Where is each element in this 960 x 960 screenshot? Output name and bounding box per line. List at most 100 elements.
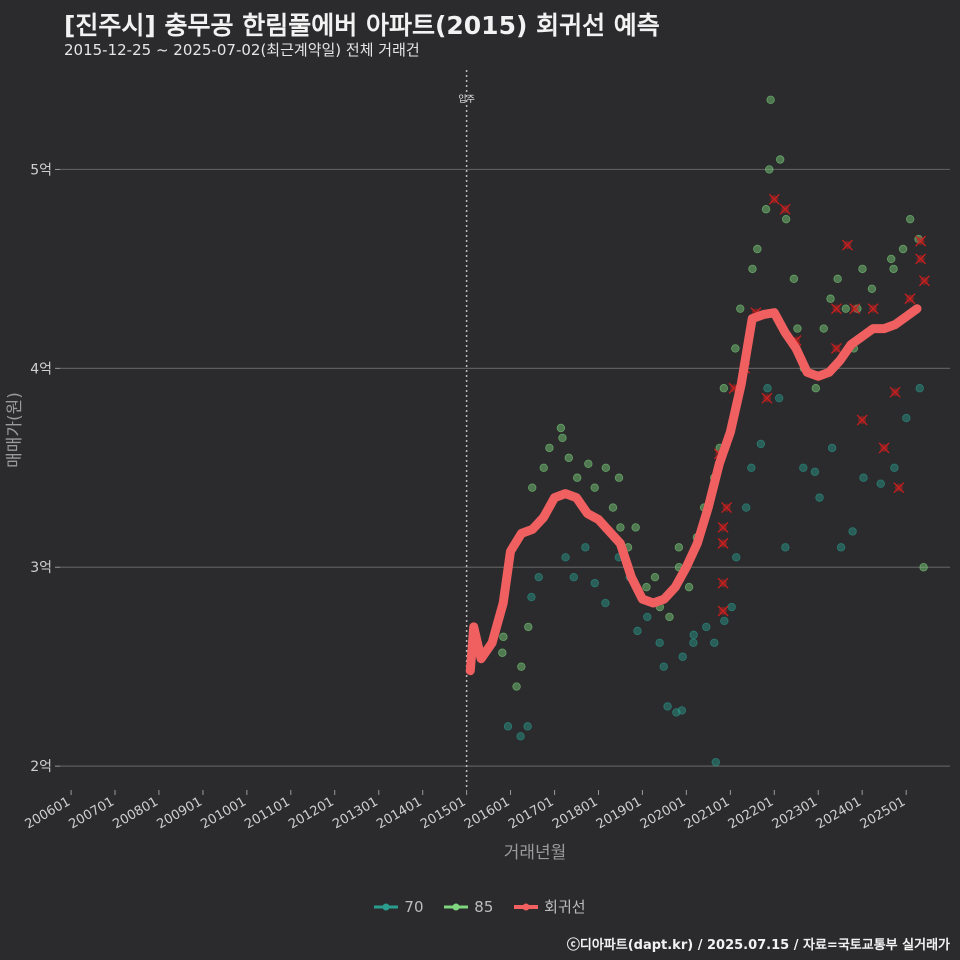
data-point-70 [712, 758, 720, 766]
data-point-85 [518, 663, 526, 671]
data-point-85 [859, 265, 867, 273]
data-point-70 [517, 732, 525, 740]
data-point-70 [679, 653, 687, 661]
data-point-85 [585, 460, 593, 468]
data-point-70 [535, 573, 543, 581]
data-point-85 [528, 484, 536, 492]
scatter-chart: 2억3억4억5억20060120070120080120090120100120… [0, 0, 960, 880]
x-tick-label: 202501 [858, 794, 908, 832]
x-tick-label: 202301 [770, 794, 820, 832]
x-tick-label: 202101 [682, 794, 732, 832]
data-point-70 [757, 440, 765, 448]
data-point-85 [906, 215, 914, 223]
y-tick-label: 3억 [30, 560, 52, 576]
y-tick-label: 5억 [30, 162, 52, 178]
data-point-85 [573, 474, 581, 482]
data-point-85 [675, 544, 683, 552]
y-tick-label: 4억 [30, 361, 52, 377]
data-point-70 [582, 544, 590, 552]
data-point-85 [765, 166, 773, 174]
data-point-85 [559, 434, 567, 442]
data-point-70 [504, 723, 512, 731]
data-point-70 [690, 631, 698, 639]
data-point-70 [690, 639, 698, 647]
data-point-70 [721, 617, 729, 625]
legend-label-regression: 회귀선 [544, 896, 585, 917]
y-tick-label: 2억 [30, 759, 52, 775]
data-point-70 [816, 494, 824, 502]
data-point-70 [702, 623, 710, 631]
data-point-70 [775, 394, 783, 402]
data-point-70 [837, 544, 845, 552]
data-point-85 [609, 504, 617, 512]
x-tick-label: 202201 [726, 794, 776, 832]
legend-item-85: 85 [444, 898, 493, 916]
data-point-70 [634, 627, 642, 635]
x-tick-label: 200801 [110, 794, 160, 832]
data-point-85 [776, 156, 784, 164]
x-tick-label: 200901 [154, 794, 204, 832]
data-point-85 [887, 255, 895, 263]
data-point-70 [849, 528, 857, 536]
data-point-85 [762, 205, 770, 213]
data-point-85 [513, 683, 521, 691]
data-point-85 [899, 245, 907, 253]
data-point-85 [524, 623, 532, 631]
x-tick-label: 201701 [506, 794, 556, 832]
data-point-70 [728, 603, 736, 611]
data-point-85 [749, 265, 757, 273]
x-tick-label: 201801 [550, 794, 600, 832]
x-tick-label: 201901 [594, 794, 644, 832]
legend-item-70: 70 [374, 898, 423, 916]
data-point-85 [812, 384, 820, 392]
data-point-70 [903, 414, 911, 422]
data-point-70 [782, 544, 790, 552]
data-point-85 [767, 96, 775, 104]
x-tick-label: 202001 [638, 794, 688, 832]
data-point-70 [916, 384, 924, 392]
legend: 70 85 회귀선 [0, 896, 960, 917]
data-point-85 [643, 583, 651, 591]
data-point-85 [868, 285, 876, 293]
data-point-85 [632, 524, 640, 532]
data-point-85 [790, 275, 798, 283]
legend-label-85: 85 [474, 898, 493, 916]
data-point-70 [660, 663, 668, 671]
data-point-85 [499, 649, 507, 657]
data-point-85 [720, 384, 728, 392]
data-point-70 [811, 468, 819, 476]
data-point-85 [666, 613, 674, 621]
data-point-85 [565, 454, 573, 462]
data-point-85 [920, 563, 928, 571]
x-tick-label: 201001 [198, 794, 248, 832]
data-point-85 [842, 305, 850, 313]
data-point-85 [651, 573, 659, 581]
data-point-85 [890, 265, 898, 273]
data-point-85 [732, 345, 740, 353]
x-tick-label: 201501 [418, 794, 468, 832]
x-tick-label: 202401 [814, 794, 864, 832]
x-tick-label: 200601 [23, 794, 73, 832]
data-point-70 [732, 553, 740, 561]
data-point-85 [754, 245, 762, 253]
move-in-label: 입주 [458, 93, 475, 105]
data-point-85 [500, 633, 508, 641]
data-point-70 [602, 599, 610, 607]
data-point-85 [834, 275, 842, 283]
x-tick-label: 201301 [330, 794, 380, 832]
x-tick-label: 201101 [242, 794, 292, 832]
x-tick-label: 200701 [67, 794, 117, 832]
data-point-85 [820, 325, 828, 333]
data-point-70 [664, 703, 672, 711]
x-tick-label: 201601 [462, 794, 512, 832]
data-point-70 [656, 639, 664, 647]
data-point-85 [736, 305, 744, 313]
data-point-70 [644, 613, 652, 621]
x-tick-label: 201401 [374, 794, 424, 832]
data-point-70 [828, 444, 836, 452]
data-point-70 [877, 480, 885, 488]
data-point-70 [591, 579, 599, 587]
x-axis-label: 거래년월 [504, 843, 567, 863]
data-point-70 [562, 553, 570, 561]
x-tick-label: 201201 [286, 794, 336, 832]
